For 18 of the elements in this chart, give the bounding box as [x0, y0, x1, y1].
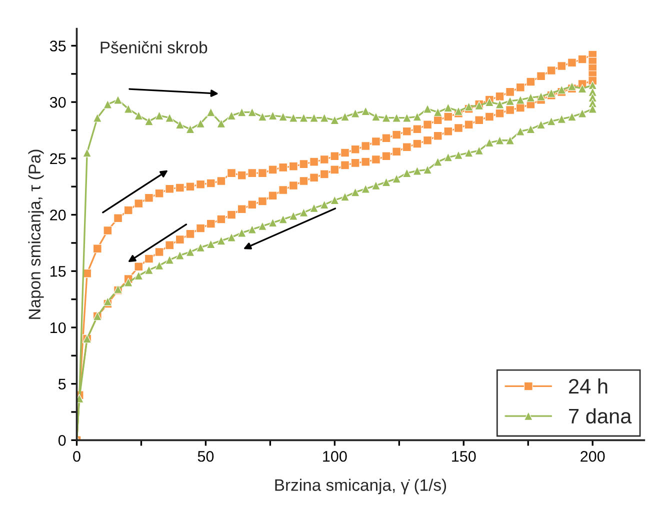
y-tick-label: 25	[50, 153, 66, 164]
y-tick-label: 30	[50, 96, 66, 108]
x-axis-title: Brzina smicanja, γ̇ (1/s)	[275, 478, 446, 494]
y-axis-title: Napon smicanja, τ (Pa)	[28, 150, 44, 319]
x-tick-label: 50	[198, 450, 214, 462]
x-tick-label: 100	[323, 450, 347, 462]
y-tick-label: 20	[50, 210, 66, 220]
x-tick-label: 200	[580, 450, 605, 462]
y-tick-label: 0	[58, 435, 66, 446]
y-tick-label: 5	[58, 378, 66, 390]
x-tick-label: 150	[452, 450, 476, 462]
y-tick-label: 10	[50, 322, 66, 334]
legend-label: 24 h	[569, 378, 608, 394]
y-tick-label: 35	[50, 40, 66, 52]
x-tick-label: 0	[73, 450, 80, 462]
legend-label: 7 dana	[569, 408, 632, 424]
y-tick-label: 15	[50, 266, 66, 277]
text: Pšenični skrob	[100, 41, 208, 54]
